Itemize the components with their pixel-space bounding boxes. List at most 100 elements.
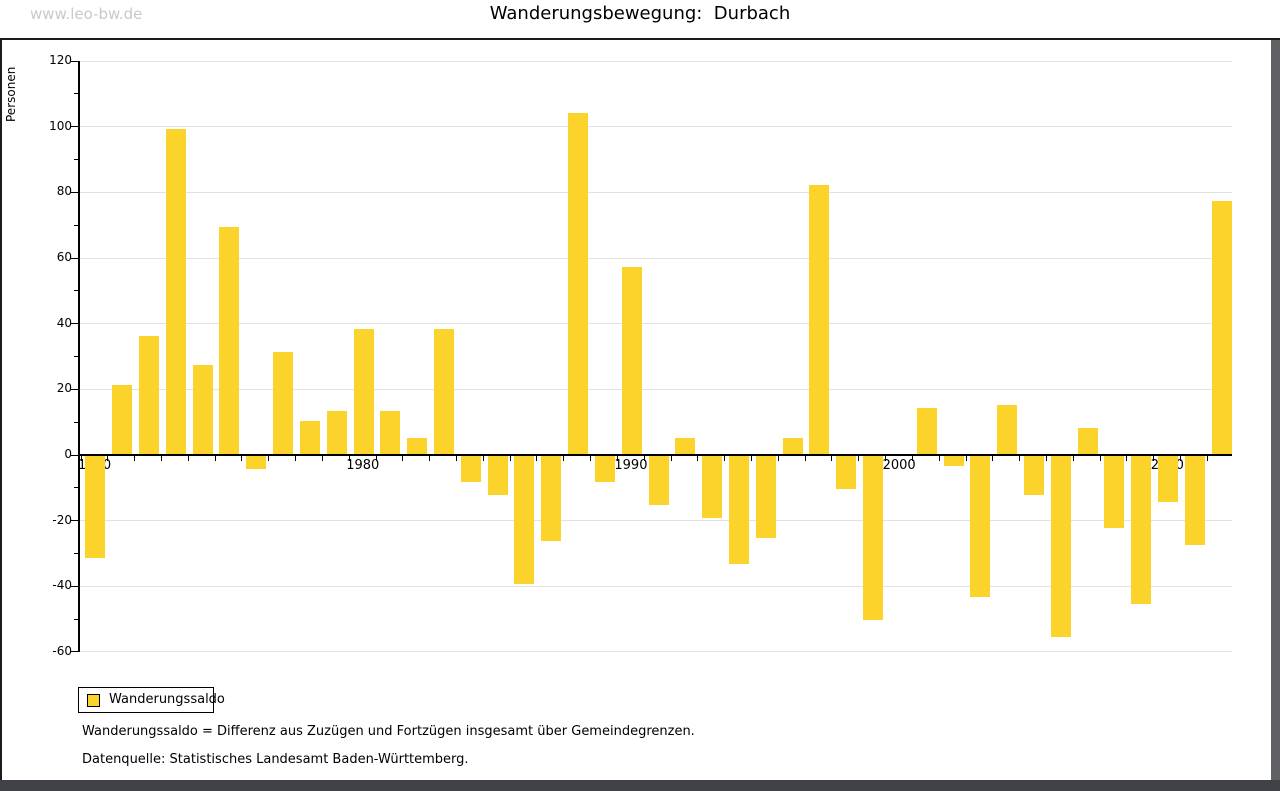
x-tick-1998: [831, 456, 833, 461]
y-tick-0: [71, 454, 78, 456]
bar-1993: [702, 456, 723, 519]
bar-1972: [138, 335, 159, 454]
x-tick-1983: [429, 456, 431, 461]
y-tick-60: [71, 257, 78, 259]
x-axis-line: [78, 454, 1232, 456]
x-tick-2002: [938, 456, 940, 461]
x-tick-1971: [107, 456, 109, 461]
bar-2012: [1211, 201, 1232, 454]
bar-1979: [326, 411, 347, 454]
watermark: www.leo-bw.de: [30, 5, 143, 23]
bar-1984: [460, 456, 481, 483]
x-tick-1972: [134, 456, 136, 461]
bar-2007: [1077, 427, 1098, 454]
y-tick-50: [74, 290, 78, 292]
bar-2009: [1131, 456, 1152, 604]
y-tick-label--20: -20: [52, 512, 72, 527]
bar-1991: [648, 456, 669, 506]
y-axis-line: [78, 61, 80, 652]
x-tick-1996: [777, 456, 779, 461]
x-tick-1984: [455, 456, 457, 461]
x-tick-2007: [1072, 456, 1074, 461]
x-tick-1992: [670, 456, 672, 461]
bar-2003: [970, 456, 991, 598]
bar-2008: [1104, 456, 1125, 529]
bar-1990: [621, 266, 642, 454]
y-tick-10: [74, 421, 78, 423]
bar-1977: [273, 352, 294, 454]
legend: Wanderungssaldo: [78, 687, 225, 713]
window-right-band: [1271, 40, 1280, 780]
bar-1973: [165, 128, 186, 454]
y-tick-label--60: -60: [52, 643, 72, 658]
gridline-60: [80, 257, 1232, 259]
x-tick-2003: [965, 456, 967, 461]
x-tick-1974: [187, 456, 189, 461]
gridline-100: [80, 126, 1232, 128]
gridline-120: [80, 60, 1232, 62]
page-title: Wanderungsbewegung: Durbach: [489, 3, 791, 24]
x-tick-2012: [1206, 456, 1208, 461]
x-tick-1999: [858, 456, 860, 461]
bar-2001: [916, 408, 937, 454]
x-tick-1993: [697, 456, 699, 461]
footnote-definition: Wanderungssaldo = Differenz aus Zuzügen …: [82, 724, 695, 739]
bar-1976: [246, 456, 267, 470]
x-tick-1994: [724, 456, 726, 461]
bar-2004: [997, 404, 1018, 454]
bar-1978: [299, 421, 320, 454]
y-tick-80: [71, 191, 78, 193]
bar-1998: [836, 456, 857, 489]
footnote-source: Datenquelle: Statistisches Landesamt Bad…: [82, 752, 469, 767]
bar-1970: [85, 456, 106, 558]
y-axis-title: Personen: [4, 66, 18, 122]
x-tick-1989: [590, 456, 592, 461]
x-tick-1981: [375, 456, 377, 461]
bar-1992: [675, 437, 696, 454]
x-tick-1991: [643, 456, 645, 461]
y-tick-20: [71, 388, 78, 390]
x-tick-label-1980: 1980: [346, 458, 380, 473]
x-tick-2001: [911, 456, 913, 461]
gridline--60: [80, 651, 1232, 653]
y-tick--20: [71, 520, 78, 522]
legend-swatch-icon: [87, 694, 100, 707]
x-tick-1985: [482, 456, 484, 461]
x-tick-2011: [1180, 456, 1182, 461]
x-tick-1990: [616, 456, 618, 461]
bar-2010: [1158, 456, 1179, 502]
bar-2006: [1050, 456, 1071, 637]
x-tick-1976: [241, 456, 243, 461]
x-tick-1975: [214, 456, 216, 461]
y-tick-label-100: 100: [49, 118, 72, 133]
bar-1989: [594, 456, 615, 483]
y-tick-30: [74, 356, 78, 357]
x-tick-1977: [268, 456, 270, 461]
bar-1983: [433, 329, 454, 454]
bar-2005: [1024, 456, 1044, 496]
x-tick-label-1990: 1990: [614, 458, 648, 473]
y-tick--30: [74, 552, 78, 554]
x-tick-2008: [1099, 456, 1101, 461]
gridline--20: [80, 520, 1232, 522]
bar-1986: [514, 456, 535, 585]
y-tick--60: [71, 651, 78, 653]
x-tick-1978: [295, 456, 297, 461]
y-tick-label-40: 40: [56, 315, 72, 330]
bar-1980: [353, 329, 374, 454]
bar-2002: [943, 456, 964, 466]
bar-1987: [541, 456, 562, 542]
y-tick-110: [74, 93, 78, 95]
gridline-40: [80, 323, 1232, 325]
legend-label: Wanderungssaldo: [109, 692, 225, 707]
gridline-20: [80, 388, 1232, 390]
y-tick--40: [71, 585, 78, 587]
bar-1974: [192, 365, 213, 454]
bar-1994: [728, 456, 749, 565]
bar-1971: [112, 385, 133, 454]
y-tick-label--40: -40: [52, 578, 72, 593]
bar-2011: [1184, 456, 1205, 545]
bar-1995: [755, 456, 776, 539]
y-tick-40: [71, 323, 78, 325]
